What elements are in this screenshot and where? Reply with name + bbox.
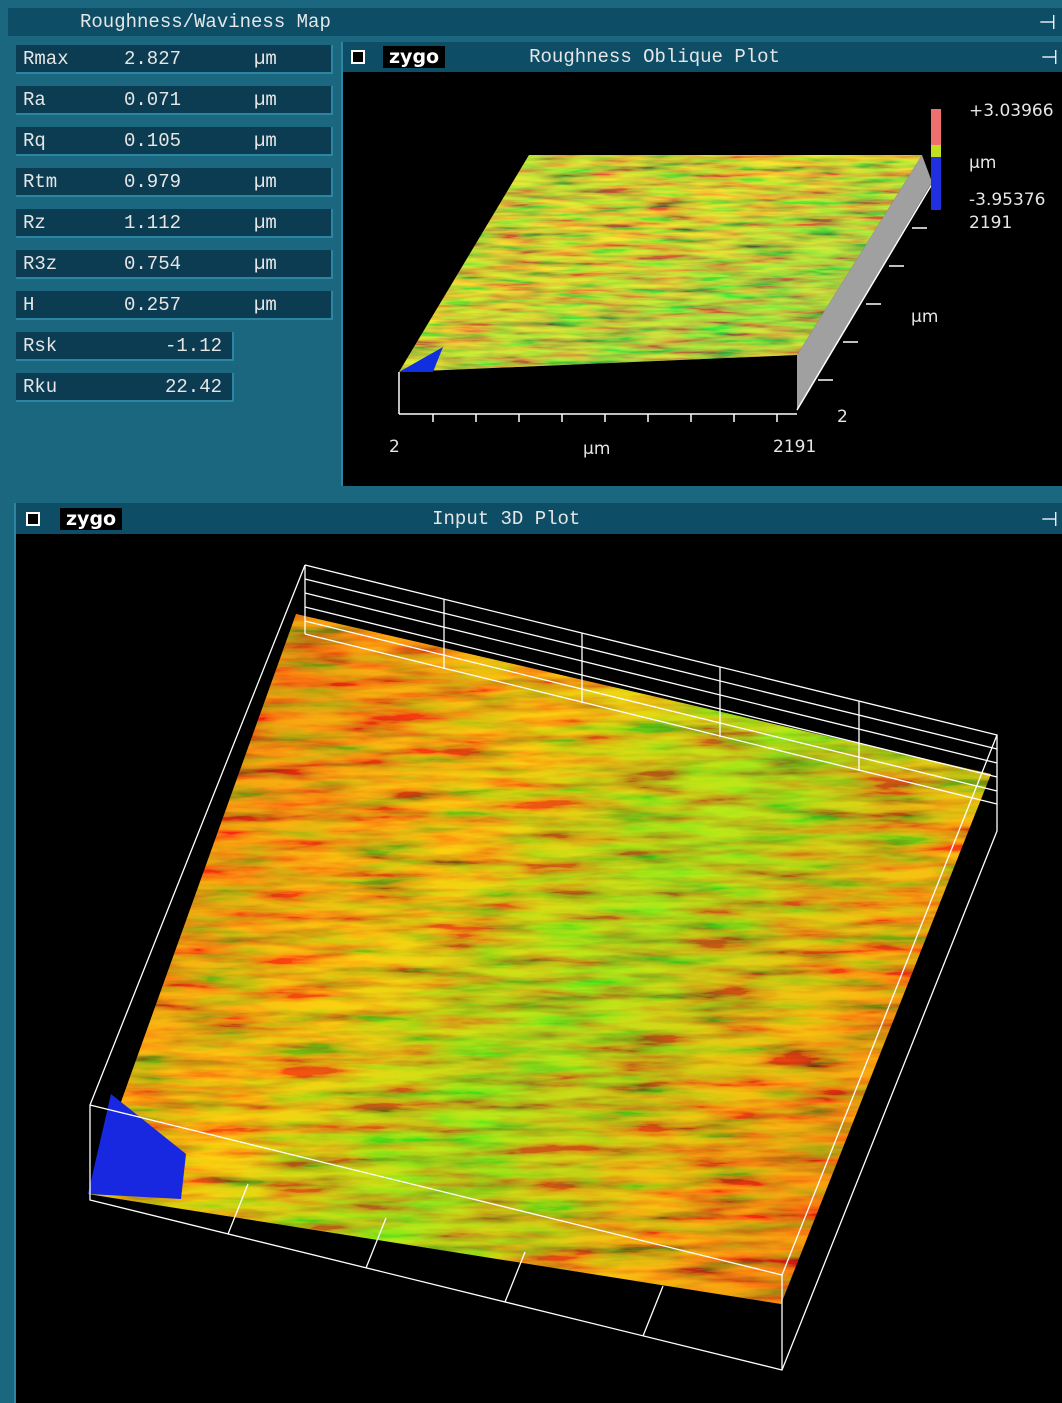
parameter-name: Rsk (23, 335, 57, 357)
parameter-unit: µm (254, 89, 277, 111)
parameter-unit: µm (254, 294, 277, 316)
colorbar-min: -3.95376 (969, 190, 1045, 210)
x-axis-start: 2 (389, 437, 400, 457)
parameter-name: H (23, 294, 34, 316)
colorbar-mid (931, 145, 941, 157)
parameter-name: R3z (23, 253, 57, 275)
y-axis-label: µm (911, 307, 938, 327)
close-button[interactable] (351, 50, 365, 64)
parameter-name: Ra (23, 89, 46, 111)
input-3d-plot (16, 534, 1062, 1403)
pin-button[interactable]: ⊣ (1041, 507, 1058, 531)
page: Roughness/Waviness Map ⊣ Rmax 2.827 µm Ra 0.… (0, 0, 1062, 1403)
colorbar-high (931, 109, 941, 145)
parameter-name: Rtm (23, 171, 57, 193)
parameter-name: Rmax (23, 48, 69, 70)
parameter-name: Rku (23, 376, 57, 398)
parameter-unit: µm (254, 212, 277, 234)
pin-button[interactable]: ⊣ (1039, 10, 1056, 34)
logo: zygo (383, 46, 445, 68)
parameter-unit: µm (254, 171, 277, 193)
parameter-row: Rtm 0.979 µm (16, 168, 333, 197)
parameter-row: Rsk -1.12 (16, 332, 234, 361)
logo: zygo (60, 508, 122, 530)
parameter-row: Rz 1.112 µm (16, 209, 333, 238)
panel-title: Input 3D Plot (432, 508, 580, 530)
parameter-value: 0.754 (124, 253, 181, 275)
parameter-row: Ra 0.071 µm (16, 86, 333, 115)
y-axis-start: 2 (837, 407, 848, 427)
parameter-name: Rq (23, 130, 46, 152)
colorbar-size: 2191 (969, 213, 1012, 233)
surface-texture (393, 152, 933, 377)
parameter-unit: µm (254, 253, 277, 275)
parameter-row: H 0.257 µm (16, 291, 333, 320)
parameter-value: 0.105 (124, 130, 181, 152)
parameter-value: 22.42 (165, 376, 222, 398)
parameter-value: -1.12 (165, 335, 222, 357)
colorbar-unit: µm (969, 153, 996, 173)
parameter-value: 2.827 (124, 48, 181, 70)
parameter-value: 1.112 (124, 212, 181, 234)
parameter-row: Rmax 2.827 µm (16, 45, 333, 74)
parameter-unit: µm (254, 130, 277, 152)
parameter-value: 0.979 (124, 171, 181, 193)
oblique-panel: zygo Roughness Oblique Plot ⊣ +3.0396 (341, 42, 1062, 486)
parameter-unit: µm (254, 48, 277, 70)
parameter-value: 0.071 (124, 89, 181, 111)
parameter-value: 0.257 (124, 294, 181, 316)
close-button[interactable] (26, 512, 40, 526)
colorbar-max: +3.03966 (969, 101, 1054, 121)
window-title: Roughness/Waviness Map (80, 11, 331, 33)
pin-button[interactable]: ⊣ (1041, 45, 1058, 69)
input-panel: zygo Input 3D Plot ⊣ (14, 503, 1062, 1403)
parameter-row: Rq 0.105 µm (16, 127, 333, 156)
window-title-bar: Roughness/Waviness Map ⊣ (8, 8, 1062, 36)
x-axis-label: µm (583, 439, 610, 459)
input-header: zygo Input 3D Plot ⊣ (16, 503, 1062, 534)
parameter-name: Rz (23, 212, 46, 234)
oblique-plot: +3.03966 µm -3.95376 2191 2 µm 2191 µm 2 (343, 72, 1062, 486)
colorbar-low (931, 157, 941, 210)
oblique-header: zygo Roughness Oblique Plot ⊣ (343, 42, 1062, 72)
x-axis-end: 2191 (773, 437, 816, 457)
parameter-row: R3z 0.754 µm (16, 250, 333, 279)
parameter-row: Rku 22.42 (16, 373, 234, 402)
panel-title: Roughness Oblique Plot (529, 46, 780, 68)
